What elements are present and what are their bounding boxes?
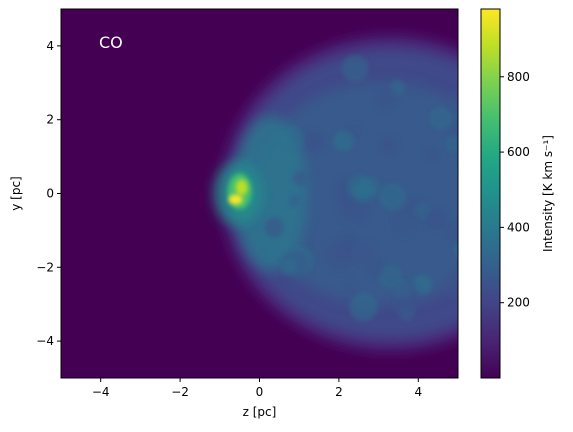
colorbar-tick-label: 200 <box>507 296 530 310</box>
x-axis-label: z [pc] <box>243 405 277 419</box>
colorbar-ticks: 200 400 600 800 <box>500 70 530 310</box>
texture-blob <box>443 270 458 300</box>
texture-blob <box>342 282 357 297</box>
x-axis-ticks: −4 −2 0 2 4 <box>92 378 422 399</box>
texture-blob <box>388 280 422 314</box>
y-tick-label: 2 <box>46 113 54 127</box>
texture-blob <box>425 149 438 162</box>
texture-blob <box>288 194 301 207</box>
texture-blob <box>349 293 378 322</box>
texture-blob <box>277 192 292 207</box>
colorbar-tick-label: 600 <box>507 145 530 159</box>
texture-blob <box>448 88 458 113</box>
y-axis-ticks: −4 −2 0 2 4 <box>36 39 61 348</box>
texture-blob <box>341 55 369 82</box>
x-tick-label: −2 <box>171 385 189 399</box>
texture-blob <box>352 241 378 267</box>
x-tick-label: 4 <box>414 385 422 399</box>
emission-layer <box>213 35 482 352</box>
texture-blob <box>322 238 359 274</box>
y-tick-label: 4 <box>46 39 54 53</box>
texture-blob <box>445 134 458 153</box>
texture-blob <box>264 217 285 238</box>
x-tick-label: 0 <box>256 385 264 399</box>
texture-blob <box>304 131 326 153</box>
colorbar <box>480 8 501 379</box>
y-tick-label: −4 <box>36 334 54 348</box>
colorbar-tick-label: 800 <box>507 70 530 84</box>
texture-blob <box>429 107 452 130</box>
texture-blob <box>379 183 407 211</box>
peak-bright-upper <box>235 179 248 196</box>
y-axis-label: y [pc] <box>9 176 23 211</box>
texture-blob <box>373 85 399 111</box>
texture-blob <box>280 258 297 275</box>
texture-blob <box>456 167 458 178</box>
colorbar-label: Intensity [K km s⁻¹] <box>541 135 555 252</box>
x-tick-label: −4 <box>92 385 110 399</box>
y-tick-label: −2 <box>36 260 54 274</box>
texture-blob <box>347 174 371 198</box>
texture-blob <box>455 244 458 259</box>
texture-blob <box>333 130 354 152</box>
plot-area <box>61 9 482 378</box>
texture-blob <box>282 151 298 167</box>
y-tick-label: 0 <box>46 187 54 201</box>
texture-blob <box>410 76 430 96</box>
texture-blob <box>252 229 269 246</box>
texture-blob <box>445 220 458 244</box>
texture-blob <box>292 171 308 186</box>
texture-blob <box>366 260 385 279</box>
colorbar-tick-label: 400 <box>507 220 530 234</box>
texture-blob <box>425 208 447 230</box>
texture-blob <box>379 136 398 155</box>
texture-blob <box>279 126 304 151</box>
texture-blob <box>457 274 458 280</box>
peak-bright-lower <box>228 194 243 205</box>
x-tick-label: 2 <box>335 385 343 399</box>
panel-label: CO <box>99 33 123 52</box>
texture-blob <box>468 125 482 139</box>
